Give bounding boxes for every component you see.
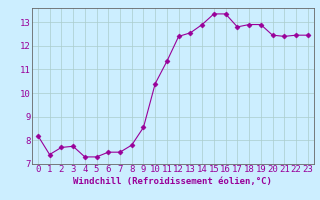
X-axis label: Windchill (Refroidissement éolien,°C): Windchill (Refroidissement éolien,°C) <box>73 177 272 186</box>
